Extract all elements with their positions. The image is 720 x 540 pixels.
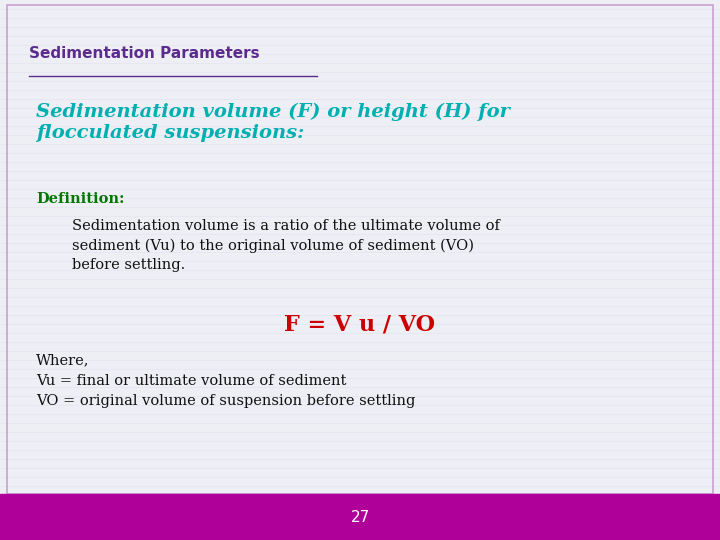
Text: F = V u / VO: F = V u / VO <box>284 313 436 335</box>
Text: 27: 27 <box>351 510 369 524</box>
Text: Where,
Vu = final or ultimate volume of sediment
VO = original volume of suspens: Where, Vu = final or ultimate volume of … <box>36 354 415 408</box>
Text: Sedimentation volume (F) or height (H) for
flocculated suspensions:: Sedimentation volume (F) or height (H) f… <box>36 103 510 143</box>
Text: Sedimentation volume is a ratio of the ultimate volume of
sediment (Vu) to the o: Sedimentation volume is a ratio of the u… <box>72 219 500 272</box>
Text: Sedimentation Parameters: Sedimentation Parameters <box>29 46 259 61</box>
Bar <box>0 494 720 540</box>
Text: Definition:: Definition: <box>36 192 125 206</box>
